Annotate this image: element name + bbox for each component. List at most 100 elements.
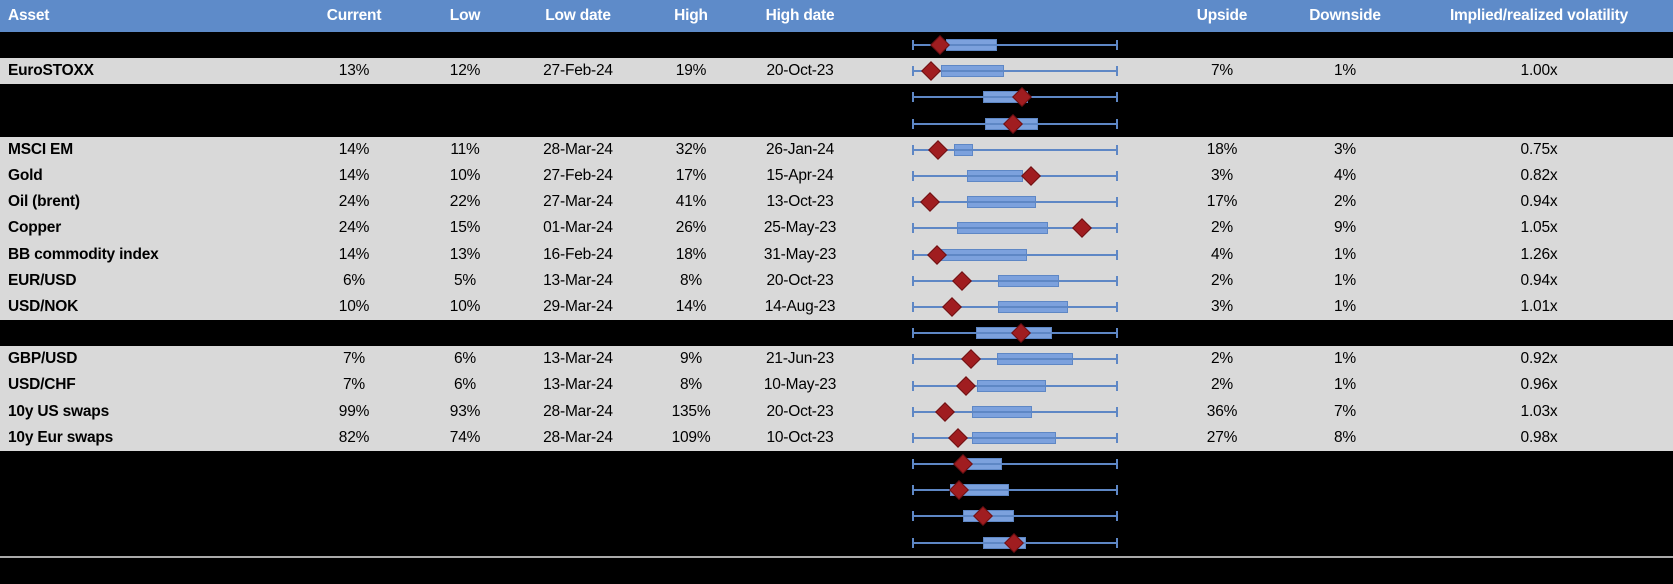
high-date: 13-Oct-23 [766, 193, 834, 211]
current-level-marker-icon [935, 401, 955, 422]
current-value: 82% [338, 428, 370, 446]
downside-value: 1% [1333, 62, 1356, 80]
boxplot-whisker-line [912, 227, 1118, 230]
boxplot-whisker-cap-right [1116, 354, 1118, 365]
header-upside: Upside [1196, 7, 1248, 24]
current-level-marker-icon [941, 297, 962, 317]
high-date [730, 530, 870, 556]
upside-value: 7% [1210, 62, 1233, 80]
asset-name: 10y US swaps [8, 402, 109, 420]
current-value: 6% [342, 271, 365, 289]
boxplot-whisker-line [912, 384, 1118, 387]
boxplot-whisker-line [912, 463, 1118, 466]
header-low: Low [449, 7, 481, 24]
upside-value [1162, 32, 1282, 58]
asset-name: USD/NOK [8, 297, 79, 315]
current-value [294, 320, 414, 346]
boxplot-whisker-line [912, 253, 1118, 256]
boxplot-whisker-line [912, 410, 1118, 413]
asset-name [8, 111, 300, 137]
current-value: 99% [338, 402, 370, 420]
high-value: 18% [675, 245, 707, 263]
table-row [0, 503, 1673, 530]
implied-realized-value: 0.82x [1520, 166, 1558, 184]
asset-name [8, 32, 300, 58]
low-value: 15% [449, 219, 481, 237]
header-downside: Downside [1309, 7, 1381, 24]
boxplot-whisker-line [912, 44, 1118, 47]
downside-value [1285, 84, 1405, 110]
implied-realized-value [1429, 477, 1649, 503]
implied-realized-value: 0.96x [1520, 376, 1558, 394]
asset-name: MSCI EM [8, 140, 73, 158]
current-value [294, 503, 414, 529]
upside-value: 27% [1206, 428, 1238, 446]
low-date: 01-Mar-24 [543, 219, 613, 237]
table-row: EUR/USD 6% 5% 13-Mar-24 8% 20-Oct-23 2% … [0, 267, 1673, 294]
upside-value [1162, 84, 1282, 110]
low-date: 13-Mar-24 [543, 271, 613, 289]
boxplot-whisker-cap-right [1116, 432, 1118, 443]
table-row: BB commodity index 14% 13% 16-Feb-24 18%… [0, 241, 1673, 268]
downside-value: 1% [1333, 350, 1356, 368]
current-value [294, 84, 414, 110]
boxplot-whisker-line [912, 358, 1118, 361]
implied-realized-value: 1.00x [1520, 62, 1558, 80]
upside-value [1162, 503, 1282, 529]
current-level-marker-icon [920, 61, 941, 82]
boxplot-whisker-cap-right [1116, 223, 1118, 234]
upside-value [1162, 451, 1282, 477]
high-date: 26-Jan-24 [766, 140, 834, 158]
low-value: 93% [449, 402, 481, 420]
low-value: 10% [449, 166, 481, 184]
boxplot-whisker-cap-left [912, 197, 914, 208]
high-date: 10-May-23 [763, 376, 837, 394]
implied-realized-value: 1.26x [1520, 245, 1558, 263]
downside-value: 8% [1333, 428, 1356, 446]
high-value: 17% [675, 166, 707, 184]
downside-value [1285, 503, 1405, 529]
low-value: 12% [449, 62, 481, 80]
boxplot-whisker-line [912, 201, 1118, 204]
high-value: 41% [675, 193, 707, 211]
boxplot-whisker-cap-left [912, 511, 914, 522]
current-level-marker-icon [920, 192, 940, 213]
low-value: 6% [453, 376, 476, 394]
implied-realized-value: 0.94x [1520, 271, 1558, 289]
boxplot-whisker-cap-left [912, 459, 914, 470]
asset-name: 10y Eur swaps [8, 428, 114, 446]
boxplot-whisker-cap-right [1116, 92, 1118, 103]
table-row [0, 110, 1673, 137]
high-date: 31-May-23 [763, 245, 837, 263]
low-value: 13% [449, 245, 481, 263]
implied-realized-value: 1.03x [1520, 402, 1558, 420]
high-date: 15-Apr-24 [766, 166, 834, 184]
downside-value [1285, 320, 1405, 346]
downside-value [1285, 451, 1405, 477]
low-date [508, 530, 648, 556]
low-date: 27-Feb-24 [543, 166, 613, 184]
current-value: 14% [338, 140, 370, 158]
low-date [508, 84, 648, 110]
asset-name: EUR/USD [8, 271, 77, 289]
downside-value: 1% [1333, 271, 1356, 289]
boxplot-whisker-line [912, 305, 1118, 308]
high-value: 19% [675, 62, 707, 80]
table-row: 10y US swaps 99% 93% 28-Mar-24 135% 20-O… [0, 398, 1673, 425]
low-value: 74% [449, 428, 481, 446]
current-level-marker-icon [951, 270, 972, 291]
boxplot-whisker-cap-right [1116, 249, 1118, 260]
table-body: EuroSTOXX 13% 12% 27-Feb-24 19% 20-Oct-2… [0, 32, 1673, 556]
boxplot-whisker-cap-right [1116, 40, 1118, 51]
current-value: 7% [342, 376, 365, 394]
header-current: Current [326, 7, 382, 24]
header-implied-realized: Implied/realized volatility [1449, 7, 1629, 24]
high-date: 20-Oct-23 [766, 62, 834, 80]
low-value [405, 32, 525, 58]
upside-value: 17% [1206, 193, 1238, 211]
boxplot-whisker-cap-left [912, 380, 914, 391]
low-date: 28-Mar-24 [543, 140, 613, 158]
current-value: 13% [338, 62, 370, 80]
current-value [294, 451, 414, 477]
upside-value [1162, 530, 1282, 556]
